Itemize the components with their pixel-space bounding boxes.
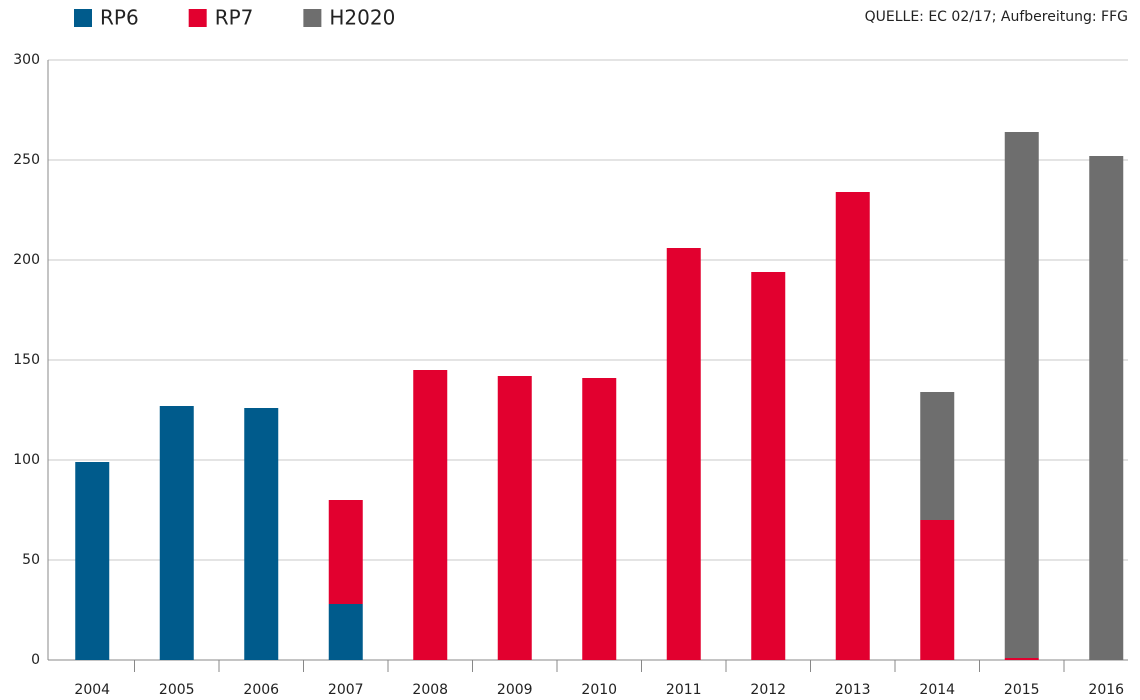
x-tick-label: 2012 <box>750 682 786 698</box>
bar <box>497 376 532 660</box>
legend-label: RP6 <box>100 6 139 30</box>
bar <box>920 392 955 520</box>
bar <box>582 378 617 660</box>
bar <box>159 406 194 660</box>
x-tick-label: 2006 <box>243 682 279 698</box>
x-tick-label: 2013 <box>835 682 871 698</box>
bar <box>328 500 363 604</box>
bar <box>1004 658 1039 660</box>
bar <box>328 604 363 660</box>
x-tick-label: 2005 <box>159 682 195 698</box>
legend-swatch <box>303 9 322 27</box>
y-tick-label: 0 <box>31 652 40 668</box>
bar <box>244 408 279 660</box>
y-tick-label: 200 <box>13 252 40 268</box>
y-tick-label: 250 <box>13 152 40 168</box>
x-tick-label: 2004 <box>74 682 110 698</box>
y-tick-label: 300 <box>13 52 40 68</box>
bar <box>666 248 701 660</box>
x-tick-label: 2008 <box>412 682 448 698</box>
x-tick-label: 2009 <box>497 682 533 698</box>
y-tick-label: 150 <box>13 352 40 368</box>
bar <box>75 462 110 660</box>
x-tick-label: 2014 <box>919 682 955 698</box>
legend-swatch <box>188 9 207 27</box>
x-tick-label: 2007 <box>328 682 364 698</box>
y-tick-label: 50 <box>22 552 40 568</box>
legend-label: RP7 <box>215 6 254 30</box>
bar <box>835 192 870 660</box>
legend-label: H2020 <box>329 6 395 30</box>
bar <box>413 370 448 660</box>
x-tick-label: 2010 <box>581 682 617 698</box>
bar <box>920 520 955 660</box>
x-tick-label: 2016 <box>1088 682 1124 698</box>
bar <box>1089 156 1124 660</box>
source-note: QUELLE: EC 02/17; Aufbereitung: FFG <box>865 9 1128 25</box>
x-tick-label: 2015 <box>1004 682 1040 698</box>
bar <box>1004 132 1039 658</box>
y-tick-label: 100 <box>13 452 40 468</box>
x-tick-label: 2011 <box>666 682 702 698</box>
legend-swatch <box>74 9 92 27</box>
bar <box>751 272 786 660</box>
